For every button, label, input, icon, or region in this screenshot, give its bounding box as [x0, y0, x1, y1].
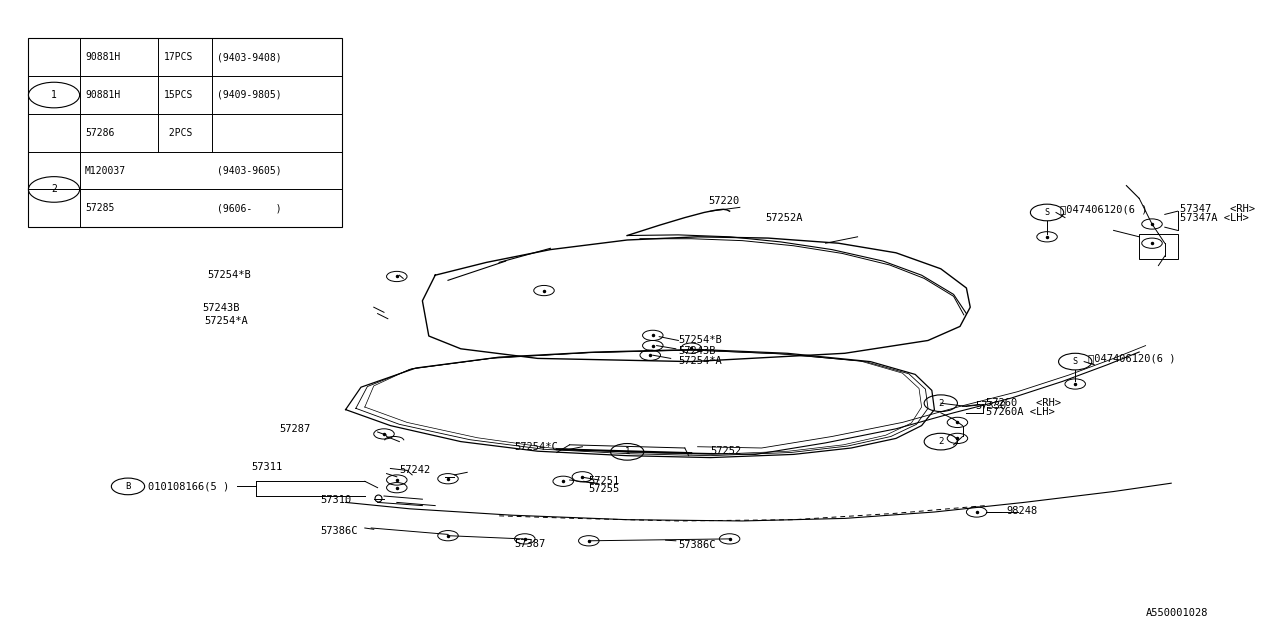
Text: 57242: 57242	[399, 465, 430, 476]
Text: 90881H: 90881H	[84, 90, 120, 100]
Text: Ⓡ047406120(6 ): Ⓡ047406120(6 )	[1088, 353, 1175, 364]
Text: 57254*A: 57254*A	[678, 356, 722, 366]
Text: 90881H: 90881H	[84, 52, 120, 62]
Text: B: B	[125, 482, 131, 491]
Text: Ⓡ047406120(6 ): Ⓡ047406120(6 )	[1060, 204, 1147, 214]
Text: 1: 1	[625, 447, 630, 456]
Text: 57255: 57255	[589, 484, 620, 494]
Text: 57386C: 57386C	[678, 540, 716, 550]
Text: 57287: 57287	[279, 424, 310, 434]
Text: 2: 2	[938, 437, 943, 446]
Text: M120037: M120037	[84, 166, 127, 175]
Text: 57252: 57252	[710, 446, 741, 456]
Text: S: S	[1044, 208, 1050, 217]
Text: 57330: 57330	[975, 401, 1006, 412]
Text: 57387: 57387	[515, 539, 545, 549]
Bar	[28, 38, 342, 227]
Text: (9606-    ): (9606- )	[216, 204, 282, 213]
Text: 57310: 57310	[320, 495, 351, 506]
Text: 98248: 98248	[1006, 506, 1037, 516]
Text: 2: 2	[938, 399, 943, 408]
Text: 57311: 57311	[251, 462, 282, 472]
Text: 57251: 57251	[589, 476, 620, 486]
Text: 57252A: 57252A	[765, 212, 803, 223]
Text: 57254*A: 57254*A	[205, 316, 248, 326]
Text: 57347A <LH>: 57347A <LH>	[1180, 212, 1249, 223]
Text: (9403-9408): (9403-9408)	[216, 52, 282, 62]
Text: 17PCS: 17PCS	[164, 52, 193, 62]
Text: 57243B: 57243B	[202, 303, 239, 314]
Bar	[1139, 234, 1178, 259]
Text: 57285: 57285	[84, 204, 114, 213]
Text: 57260A <LH>: 57260A <LH>	[986, 406, 1055, 417]
Text: 2: 2	[51, 184, 58, 195]
Text: (9403-9605): (9403-9605)	[216, 166, 282, 175]
Text: 57286: 57286	[84, 128, 114, 138]
Text: 57260   <RH>: 57260 <RH>	[986, 398, 1061, 408]
Text: 57386C: 57386C	[320, 526, 357, 536]
Text: 1: 1	[51, 90, 58, 100]
Text: 57243B: 57243B	[678, 346, 716, 356]
Text: 2PCS: 2PCS	[164, 128, 193, 138]
Text: S: S	[1073, 357, 1078, 366]
Text: 57254*C: 57254*C	[515, 442, 558, 452]
Text: A550001028: A550001028	[1146, 608, 1208, 618]
Text: (9409-9805): (9409-9805)	[216, 90, 282, 99]
Text: 57254*B: 57254*B	[207, 270, 251, 280]
Text: 57347   <RH>: 57347 <RH>	[1180, 204, 1256, 214]
Text: 57254*B: 57254*B	[678, 335, 722, 346]
Text: 010108166(5 ): 010108166(5 )	[148, 481, 229, 492]
Text: 15PCS: 15PCS	[164, 90, 193, 100]
Text: 57220: 57220	[708, 196, 739, 206]
